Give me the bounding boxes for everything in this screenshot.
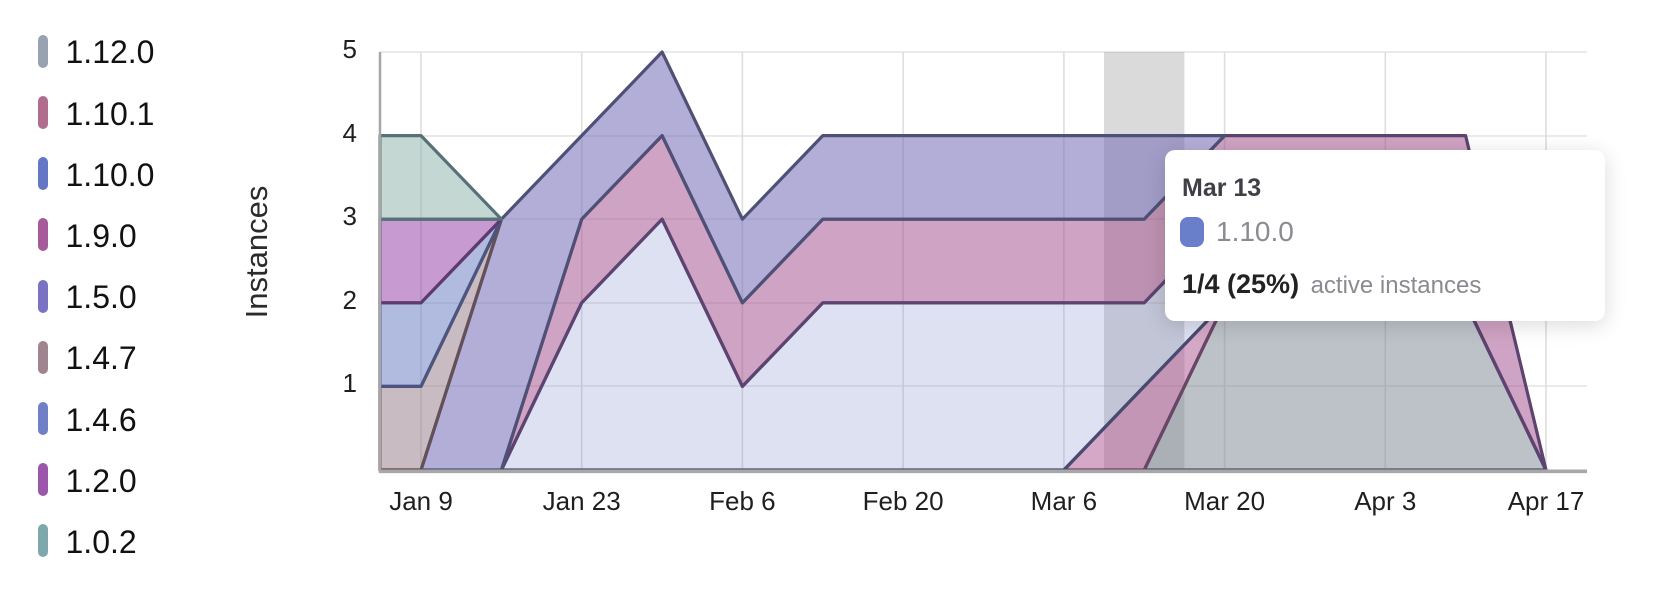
svg-text:Mar 6: Mar 6: [1031, 486, 1097, 516]
svg-text:5: 5: [343, 34, 357, 64]
svg-text:Feb 20: Feb 20: [863, 486, 944, 516]
svg-text:Jan 9: Jan 9: [389, 486, 453, 516]
svg-text:Instances: Instances: [239, 186, 274, 319]
svg-text:Feb 6: Feb 6: [709, 486, 776, 516]
svg-text:1: 1: [343, 368, 357, 398]
svg-text:Mar 20: Mar 20: [1184, 486, 1265, 516]
svg-text:Apr 17: Apr 17: [1508, 486, 1585, 516]
svg-text:4: 4: [343, 118, 357, 148]
svg-text:Jan 23: Jan 23: [543, 486, 621, 516]
svg-text:3: 3: [343, 201, 357, 231]
svg-text:2: 2: [343, 285, 357, 315]
svg-text:Apr 3: Apr 3: [1354, 486, 1416, 516]
